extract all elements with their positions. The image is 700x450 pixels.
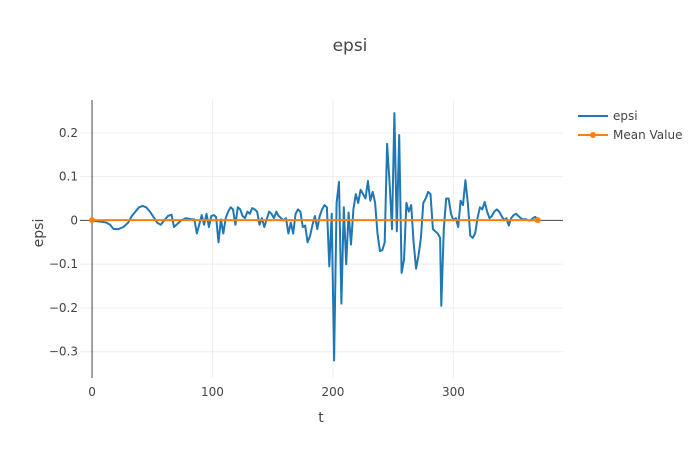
y-tick-label: −0.1	[49, 257, 78, 271]
series-marker	[89, 217, 96, 224]
legend-item-mean-value[interactable]: Mean Value	[578, 128, 682, 142]
x-tick-labels: 0 100 200 300	[88, 385, 465, 399]
legend-label: Mean Value	[613, 128, 682, 142]
legend-label: epsi	[613, 109, 638, 123]
y-tick-label: 0	[70, 213, 78, 227]
x-tick-label: 300	[442, 385, 465, 399]
y-tick-label: 0.1	[59, 170, 78, 184]
grid-lines	[80, 100, 563, 378]
x-tick-label: 0	[88, 385, 96, 399]
y-tick-label: 0.2	[59, 126, 78, 140]
series-marker	[534, 217, 541, 224]
y-tick-labels: −0.3 −0.2 −0.1 0 0.1 0.2	[49, 126, 78, 359]
y-tick-label: −0.3	[49, 345, 78, 359]
legend-item-epsi[interactable]: epsi	[578, 109, 638, 123]
series-layer	[89, 112, 541, 362]
y-axis-title: epsi	[31, 219, 47, 248]
x-tick-label: 200	[321, 385, 344, 399]
legend-swatch-marker	[590, 132, 596, 138]
axes	[80, 100, 563, 378]
y-tick-label: −0.2	[49, 301, 78, 315]
x-axis-title: t	[318, 410, 324, 426]
chart-title: epsi	[333, 36, 368, 56]
legend[interactable]: epsi Mean Value	[578, 109, 682, 142]
series-line-epsi	[91, 112, 539, 362]
x-tick-label: 100	[201, 385, 224, 399]
